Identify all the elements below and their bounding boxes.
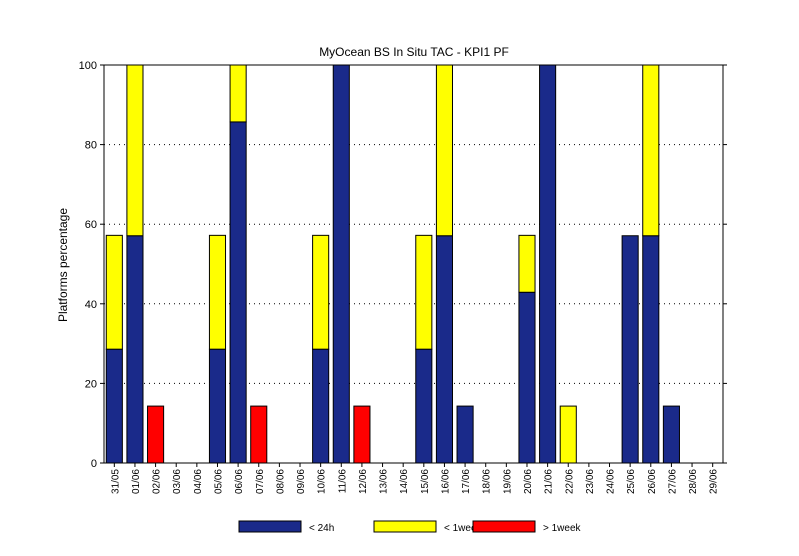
bar-segment — [105, 348, 123, 464]
bar-segment — [250, 405, 268, 464]
bar-segment — [518, 291, 536, 464]
x-tick-label: 02/06 — [152, 469, 163, 494]
bar-segment — [229, 121, 247, 464]
x-tick-label: 04/06 — [193, 469, 204, 494]
x-tick-label: 17/06 — [461, 469, 472, 494]
y-tick-label: 100 — [79, 60, 97, 72]
bar-segment — [353, 405, 371, 464]
x-tick-label: 11/06 — [337, 469, 348, 494]
bar-segment — [415, 234, 433, 350]
y-ticks: 0 20 40 60 80 100 — [79, 60, 727, 470]
x-tick-label: 29/06 — [709, 469, 720, 494]
x-tick-label: 25/06 — [626, 469, 637, 494]
bar-segment — [229, 64, 247, 123]
bars — [105, 64, 680, 464]
bar-segment — [539, 64, 557, 464]
x-tick-label: 13/06 — [379, 469, 390, 494]
x-tick-label: 12/06 — [358, 469, 369, 494]
bar-segment — [415, 348, 433, 464]
x-tick-label: 22/06 — [564, 469, 575, 494]
legend-swatch — [472, 520, 536, 533]
x-tick-label: 14/06 — [399, 469, 410, 494]
bar-segment — [208, 348, 227, 464]
bar-segment — [662, 405, 680, 464]
x-tick-label: 10/06 — [317, 469, 328, 494]
y-tick-label: 0 — [91, 458, 97, 470]
x-tick-label: 19/06 — [502, 469, 513, 494]
x-tick-label: 16/06 — [440, 469, 451, 494]
y-axis-label: Platforms percentage — [56, 208, 70, 322]
bar-segment — [435, 235, 453, 464]
bar-segment — [126, 235, 144, 464]
bar-segment — [642, 235, 660, 464]
legend-label: < 1week — [444, 523, 483, 534]
chart-title: MyOcean BS In Situ TAC - KPI1 PF — [319, 45, 509, 59]
x-tick-label: 07/06 — [255, 469, 266, 494]
x-tick-label: 23/06 — [585, 469, 596, 494]
bar-segment — [312, 234, 330, 350]
y-tick-label: 40 — [85, 299, 97, 311]
x-tick-label: 31/05 — [110, 469, 121, 494]
legend-label: < 24h — [309, 523, 334, 534]
bar-segment — [456, 405, 474, 464]
x-tick-label: 27/06 — [667, 469, 678, 494]
legend: < 24h < 1week > 1week — [238, 520, 582, 534]
x-tick-label: 01/06 — [131, 469, 142, 494]
x-tick-label: 20/06 — [523, 469, 534, 494]
y-tick-label: 80 — [85, 140, 97, 152]
x-tick-label: 03/06 — [172, 469, 183, 494]
x-ticks: 31/05 01/06 02/06 03/06 04/06 05/06 06/06 07/06… — [110, 463, 720, 494]
legend-label: > 1week — [543, 523, 582, 534]
x-tick-label: 06/06 — [234, 469, 245, 494]
x-tick-label: 15/06 — [420, 469, 431, 494]
legend-swatch — [373, 520, 437, 533]
bar-segment — [559, 405, 577, 464]
bar-segment — [208, 234, 227, 350]
x-tick-label: 26/06 — [647, 469, 658, 494]
x-tick-label: 08/06 — [275, 469, 286, 494]
gridlines — [104, 144, 723, 384]
bar-segment — [518, 234, 536, 293]
x-tick-label: 09/06 — [296, 469, 307, 494]
bar-segment — [312, 348, 330, 464]
x-tick-label: 21/06 — [544, 469, 555, 494]
x-tick-label: 05/06 — [213, 469, 224, 494]
bar-segment — [147, 405, 165, 464]
bar-segment — [105, 234, 123, 350]
y-tick-label: 20 — [85, 378, 97, 390]
x-tick-label: 18/06 — [482, 469, 493, 494]
bar-segment — [621, 235, 639, 464]
x-tick-label: 24/06 — [606, 469, 617, 494]
bar-segment — [332, 64, 350, 464]
bar-segment — [642, 64, 660, 237]
legend-swatch — [238, 520, 302, 533]
bar-segment — [435, 64, 453, 237]
x-tick-label: 28/06 — [688, 469, 699, 494]
bar-segment — [126, 64, 144, 237]
plot-frame — [103, 64, 724, 464]
y-tick-label: 60 — [85, 219, 97, 231]
